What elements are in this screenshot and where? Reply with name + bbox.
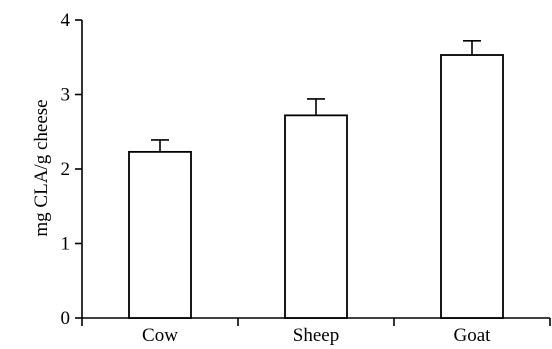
x-category-label: Sheep [293,325,339,346]
y-tick-label: 2 [61,159,71,180]
y-tick-label: 0 [61,308,71,329]
y-axis: 0 1 2 3 4 [61,10,83,329]
y-tick-label: 3 [61,85,71,106]
bar-goat [440,54,504,319]
x-axis: Cow Sheep Goat [81,317,551,346]
x-category-label: Goat [454,325,492,346]
bar-sheep [284,114,348,319]
y-tick-label: 1 [61,234,71,255]
bars [128,40,504,319]
y-tick-label: 4 [61,10,71,31]
bar-cow [128,150,192,319]
x-category-label: Cow [142,325,178,346]
y-axis-title: mg CLA/g cheese [31,99,52,236]
